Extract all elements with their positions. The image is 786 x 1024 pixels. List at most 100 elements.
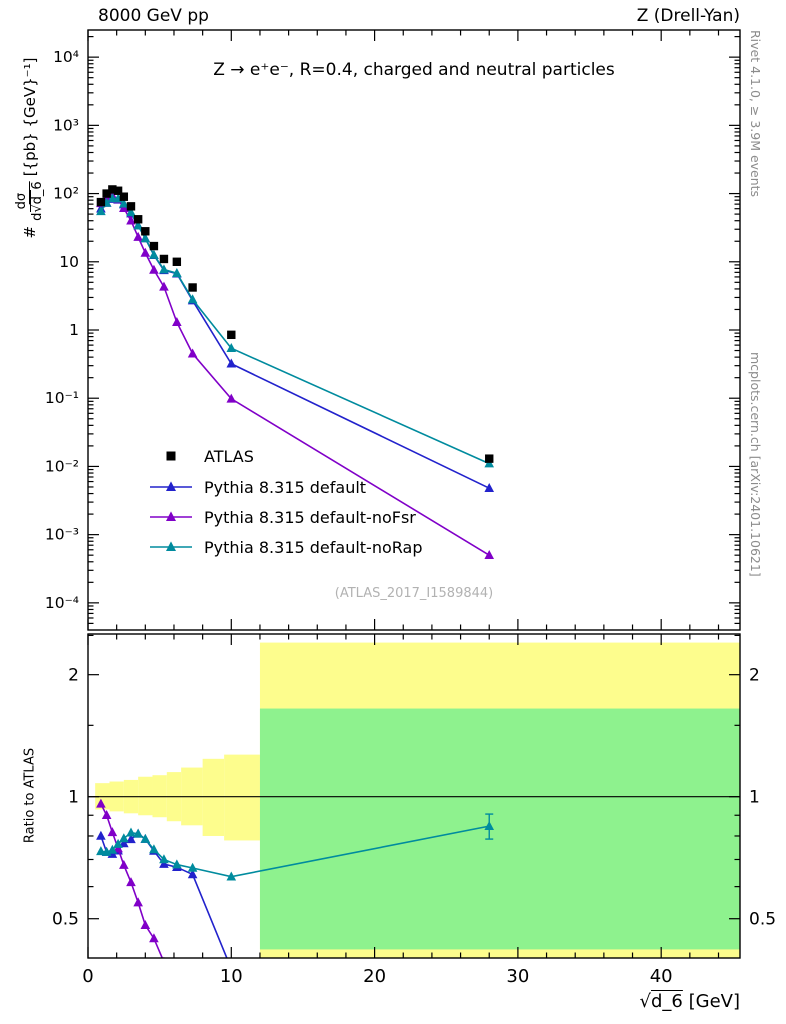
data-point-triangle bbox=[126, 877, 136, 887]
legend-row-nofsr: Pythia 8.315 default-noFsr bbox=[148, 502, 422, 532]
y-axis-title-prefix: # bbox=[21, 225, 39, 239]
data-point-triangle bbox=[226, 393, 237, 403]
ratio-series-pythia-8-315-default-nofsr bbox=[96, 798, 165, 958]
data-point-square bbox=[188, 283, 197, 292]
ratio-tick-label-left: 0.5 bbox=[52, 910, 79, 930]
x-tick-label: 20 bbox=[363, 966, 386, 987]
y-tick-label-main: 10⁻³ bbox=[45, 526, 79, 544]
x-tick-label: 10 bbox=[220, 966, 243, 987]
series-line bbox=[100, 197, 490, 465]
header-beam: 8000 GeV pp bbox=[98, 6, 209, 26]
y-tick-label-main: 10² bbox=[53, 185, 79, 203]
legend-row-default: Pythia 8.315 default bbox=[148, 472, 422, 502]
legend-label-default: Pythia 8.315 default bbox=[204, 477, 367, 497]
data-point-triangle bbox=[484, 482, 495, 492]
data-point-triangle bbox=[133, 231, 143, 241]
data-point-triangle bbox=[119, 859, 129, 869]
data-point-triangle bbox=[101, 810, 112, 820]
data-point-triangle bbox=[159, 281, 169, 291]
legend-row-atlas: ATLAS bbox=[148, 440, 422, 472]
data-point-triangle bbox=[119, 198, 129, 208]
y-tick-label-main: 10³ bbox=[53, 116, 79, 134]
atlas-marker-icon bbox=[148, 447, 194, 465]
ratio-uncertainty-bands bbox=[95, 642, 740, 958]
pythia-nofsr-marker-icon bbox=[148, 508, 194, 526]
mcplots-reference-note: mcplots.cern.ch [arXiv:2401.10621] bbox=[748, 352, 763, 577]
data-point-square bbox=[141, 227, 150, 236]
analysis-id-watermark: (ATLAS_2017_I1589844) bbox=[334, 586, 494, 601]
plot-title: Z → e⁺e⁻, R=0.4, charged and neutral par… bbox=[213, 60, 615, 80]
data-point-triangle bbox=[140, 233, 151, 243]
x-axis-title-arg: d_6 bbox=[651, 991, 683, 1012]
data-point-triangle bbox=[149, 933, 159, 943]
y-axis-title-fraction: dσ d√d_6 bbox=[14, 181, 46, 221]
data-point-triangle bbox=[149, 264, 159, 274]
data-point-triangle bbox=[119, 833, 129, 843]
data-point-square bbox=[126, 202, 136, 211]
x-tick-label: 30 bbox=[506, 966, 529, 987]
data-point-square bbox=[227, 330, 236, 340]
legend-label-nofsr: Pythia 8.315 default-noFsr bbox=[204, 507, 416, 527]
x-axis-title-radical: √ bbox=[639, 991, 651, 1012]
legend: ATLAS Pythia 8.315 default Pythia 8.315 … bbox=[148, 440, 422, 562]
data-point-triangle bbox=[159, 264, 169, 274]
pythia-norap-marker-icon bbox=[148, 538, 194, 556]
ratio-tick-label-left: 1 bbox=[68, 788, 79, 808]
data-point-triangle bbox=[96, 830, 106, 840]
data-point-triangle bbox=[126, 215, 136, 225]
y-tick-label-main: 10 bbox=[59, 253, 79, 271]
y-axis-title-main: # dσ d√d_6 [{pb} {GeV}⁻¹] bbox=[10, 18, 50, 278]
data-point-triangle bbox=[140, 833, 151, 843]
data-point-triangle bbox=[226, 358, 237, 368]
legend-label-atlas: ATLAS bbox=[204, 446, 254, 466]
ratio-tick-label-right: 1 bbox=[749, 788, 760, 808]
legend-label-norap: Pythia 8.315 default-noRap bbox=[204, 537, 423, 557]
x-axis-title: √d_6 [GeV] bbox=[440, 991, 740, 1012]
x-ticks-main bbox=[87, 30, 720, 630]
data-point-triangle bbox=[126, 834, 136, 844]
data-point-triangle bbox=[187, 869, 198, 879]
data-point-triangle bbox=[172, 317, 182, 327]
data-point-triangle bbox=[140, 919, 151, 929]
data-point-square bbox=[172, 257, 182, 266]
inner-uncertainty-band bbox=[259, 708, 740, 950]
legend-row-norap: Pythia 8.315 default-noRap bbox=[148, 532, 422, 562]
data-point-square bbox=[113, 186, 123, 195]
y-axis-title-units: [{pb} {GeV}⁻¹] bbox=[21, 57, 39, 177]
data-point-triangle bbox=[159, 854, 169, 864]
y-tick-label-main: 10⁻⁴ bbox=[45, 594, 79, 612]
pythia-default-marker-icon bbox=[148, 478, 194, 496]
y-tick-label-main: 10⁻² bbox=[45, 457, 79, 475]
outer-uncertainty-band bbox=[224, 754, 260, 841]
y-ticks-ratio bbox=[88, 634, 740, 920]
data-point-square bbox=[159, 254, 169, 264]
data-point-triangle bbox=[484, 967, 494, 976]
data-point-triangle bbox=[484, 820, 495, 830]
data-point-triangle bbox=[107, 827, 118, 837]
data-point-triangle bbox=[187, 294, 198, 304]
data-point-square bbox=[119, 192, 129, 201]
data-point-triangle bbox=[133, 220, 143, 230]
y-tick-label-main: 10⁻¹ bbox=[45, 389, 79, 407]
data-point-triangle bbox=[226, 343, 237, 353]
data-point-triangle bbox=[133, 897, 143, 907]
main-series-atlas bbox=[96, 185, 494, 463]
header-process: Z (Drell-Yan) bbox=[636, 6, 740, 26]
x-tick-label: 0 bbox=[82, 966, 93, 987]
ratio-panel-frame bbox=[87, 633, 741, 959]
data-point-triangle bbox=[484, 458, 495, 468]
y-axis-title-ratio: Ratio to ATLAS bbox=[22, 747, 38, 844]
data-point-triangle bbox=[126, 207, 136, 217]
fraction-denominator: d√d_6 bbox=[29, 181, 46, 221]
y-ticks-main bbox=[88, 36, 740, 624]
fraction-denominator-arg: d_6 bbox=[29, 181, 45, 205]
data-point-square bbox=[149, 241, 159, 251]
fraction-denominator-radical: d√ bbox=[29, 204, 45, 221]
data-point-square bbox=[133, 215, 143, 224]
data-point-triangle bbox=[126, 827, 136, 837]
data-point-triangle bbox=[96, 798, 106, 808]
data-point-triangle bbox=[159, 858, 169, 868]
data-point-triangle bbox=[96, 206, 106, 216]
